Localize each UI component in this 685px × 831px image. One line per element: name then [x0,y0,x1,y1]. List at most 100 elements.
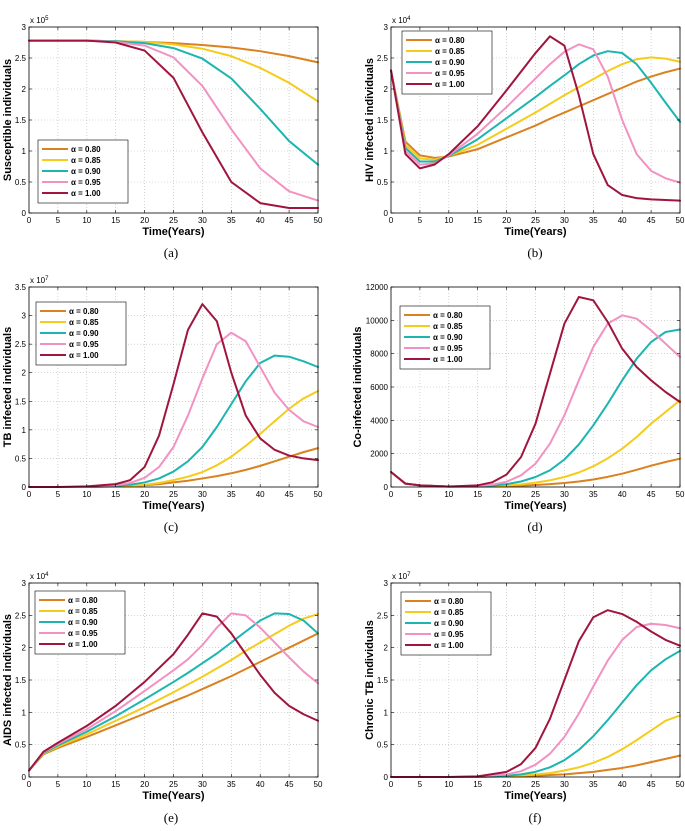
exponent-power: 7 [407,572,411,578]
y-tick-label: 3 [384,23,389,32]
y-axis-label: Co-infected individuals [352,326,364,447]
series-line-1 [28,632,319,772]
panel-e: 0 5 10 15 20 25 30 35 40 45 50 0 0.5 1 1.5 2 2.5 3x 104 Ti… [2,572,323,825]
x-tick-label: 0 [389,216,394,225]
series-line-5 [390,35,681,202]
legend-label-4: α = 0.95 [71,178,101,187]
y-tick-label: 2 [22,85,27,94]
x-tick-label: 5 [56,780,61,789]
panel-caption: (e) [164,810,178,825]
y-tick-label: 2 [384,644,389,653]
legend: α = 0.80 α = 0.85 α = 0.90 α = 0.95 α = 1.00 [37,139,129,204]
x-tick-label: 15 [473,490,482,499]
y-tick-label: 12000 [366,283,389,292]
x-tick-label: 45 [647,780,656,789]
x-tick-label: 50 [314,216,323,225]
y-tick-label: 2 [22,644,27,653]
series-line-1 [390,67,681,159]
y-axis-exponent: x 105 [30,16,49,25]
x-tick-label: 5 [418,780,423,789]
y-tick-label: 0.5 [15,454,27,463]
y-tick-label: 2.5 [377,54,389,63]
x-tick-label: 45 [647,216,656,225]
y-tick-label: 1 [22,426,27,435]
x-tick-label: 35 [589,490,598,499]
x-tick-label: 20 [140,780,149,789]
x-tick-label: 25 [531,216,540,225]
legend-label-4: α = 0.95 [69,340,99,349]
x-axis-label: Time(Years) [504,226,567,238]
x-tick-label: 40 [256,216,265,225]
exponent-power: 5 [45,16,49,22]
y-tick-label: 0.5 [377,178,389,187]
x-tick-label: 5 [418,490,423,499]
legend-label-5: α = 1.00 [69,351,99,360]
x-tick-label: 0 [27,490,32,499]
x-tick-label: 35 [227,216,236,225]
x-tick-label: 30 [560,216,569,225]
x-tick-label: 50 [314,780,323,789]
y-tick-label: 0 [384,773,389,782]
y-tick-label: 3.5 [15,283,27,292]
exponent-power: 4 [45,572,49,578]
legend-label-2: α = 0.85 [69,318,99,327]
exponent-power: 4 [407,16,411,22]
legend-label-4: α = 0.95 [434,630,464,639]
x-tick-label: 50 [676,780,685,789]
y-axis-exponent: x 104 [392,16,411,25]
series-line-5 [28,612,319,772]
series-line-5 [28,303,319,488]
x-tick-label: 25 [531,490,540,499]
y-axis-exponent: x 107 [30,276,49,285]
x-tick-label: 45 [285,216,294,225]
exponent-base: x 10 [30,16,46,25]
panel-b: 0 5 10 15 20 25 30 35 40 45 50 0 0.5 1 1.5 2 2.5 3x 104 Ti… [364,16,685,260]
legend: α = 0.80 α = 0.85 α = 0.90 α = 0.95 α = 1.00 [34,590,126,655]
panel-d: 0 5 10 15 20 25 30 35 40 45 50 0 2000 4000 6000 8000 100… [352,283,685,534]
y-tick-label: 4000 [370,416,388,425]
legend-label-5: α = 1.00 [434,641,464,650]
y-tick-label: 1.5 [15,397,27,406]
x-tick-label: 50 [676,490,685,499]
y-tick-label: 1 [22,147,27,156]
legend-label-5: α = 1.00 [71,189,101,198]
series-line-2 [390,56,681,161]
series-line-3 [390,50,681,163]
legend-label-4: α = 0.95 [435,69,465,78]
y-axis-label: AIDS infected individuals [2,614,14,746]
x-tick-label: 40 [618,780,627,789]
y-tick-label: 0 [384,483,389,492]
x-tick-label: 10 [444,490,453,499]
x-tick-label: 30 [198,216,207,225]
exponent-base: x 10 [30,572,46,581]
x-tick-label: 35 [227,780,236,789]
x-tick-label: 15 [111,780,120,789]
x-tick-label: 10 [444,216,453,225]
y-tick-label: 6000 [370,383,388,392]
y-axis-label: Chronic TB individuals [364,620,376,740]
legend-label-5: α = 1.00 [68,640,98,649]
x-tick-label: 10 [82,490,91,499]
legend-label-3: α = 0.90 [71,167,101,176]
y-tick-label: 2.5 [377,611,389,620]
y-tick-label: 2.5 [15,54,27,63]
panel-caption: (b) [527,245,542,260]
y-axis-exponent: x 107 [392,572,411,581]
legend-label-2: α = 0.85 [71,156,101,165]
x-tick-label: 0 [389,490,394,499]
x-tick-label: 35 [589,780,598,789]
y-tick-label: 3 [22,23,27,32]
legend-label-2: α = 0.85 [435,47,465,56]
y-tick-label: 0 [22,773,27,782]
x-tick-label: 20 [502,216,511,225]
x-tick-label: 50 [314,490,323,499]
x-tick-label: 0 [27,216,32,225]
legend-label-1: α = 0.80 [433,311,463,320]
x-axis-label: Time(Years) [142,226,205,238]
legend-label-4: α = 0.95 [68,629,98,638]
legend-label-3: α = 0.90 [69,329,99,338]
x-tick-label: 25 [169,216,178,225]
y-tick-label: 0 [384,209,389,218]
x-tick-label: 15 [473,780,482,789]
legend-label-1: α = 0.80 [435,36,465,45]
